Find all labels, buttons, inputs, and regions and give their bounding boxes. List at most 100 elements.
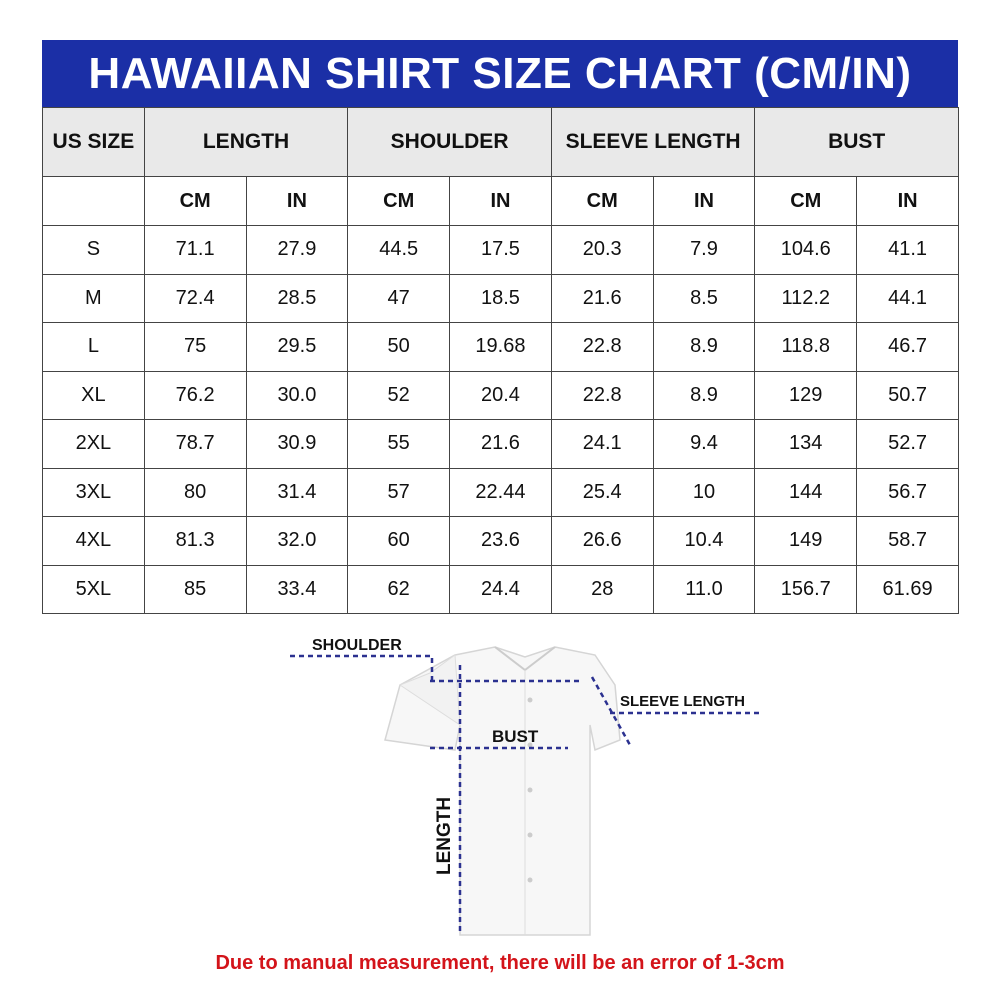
value-cell: 19.68 — [449, 322, 552, 372]
value-cell: 27.9 — [245, 225, 349, 275]
value-cell: 57 — [347, 467, 451, 517]
table-row: 4XL 81.3 32.0 60 23.6 26.6 10.4 149 58.7 — [42, 516, 959, 566]
table-row: S 71.1 27.9 44.5 17.5 20.3 7.9 104.6 41.1 — [42, 225, 959, 275]
unit-header: IN — [449, 176, 552, 226]
value-cell: 25.4 — [550, 467, 654, 517]
value-cell: 104.6 — [754, 225, 858, 275]
chart-title: HAWAIIAN SHIRT SIZE CHART (CM/IN) — [42, 40, 958, 107]
value-cell: 21.6 — [449, 419, 552, 469]
value-cell: 28 — [550, 564, 654, 614]
value-cell: 29.5 — [245, 322, 349, 372]
value-cell: 61.69 — [856, 564, 959, 614]
value-cell: 22.8 — [550, 370, 654, 420]
unit-header: CM — [754, 176, 858, 226]
size-table: US SIZE LENGTH SHOULDER SLEEVE LENGTH BU… — [42, 107, 959, 614]
value-cell: 8.9 — [652, 370, 756, 420]
measurement-note: Due to manual measurement, there will be… — [215, 952, 785, 974]
header-sleeve-length: SLEEVE LENGTH — [550, 107, 756, 177]
size-cell: S — [42, 225, 145, 275]
value-cell: 149 — [754, 516, 858, 566]
value-cell: 52.7 — [856, 419, 959, 469]
value-cell: 44.1 — [856, 273, 959, 323]
table-row: 2XL 78.7 30.9 55 21.6 24.1 9.4 134 52.7 — [42, 419, 959, 469]
size-cell: 2XL — [42, 419, 145, 469]
value-cell: 22.8 — [550, 322, 654, 372]
value-cell: 24.1 — [550, 419, 654, 469]
size-cell: M — [42, 273, 145, 323]
value-cell: 112.2 — [754, 273, 858, 323]
value-cell: 62 — [347, 564, 451, 614]
value-cell: 71.1 — [143, 225, 247, 275]
size-cell: XL — [42, 370, 145, 420]
value-cell: 85 — [143, 564, 247, 614]
unit-row: CM IN CM IN CM IN CM IN — [42, 176, 959, 226]
value-cell: 47 — [347, 273, 451, 323]
unit-header: CM — [550, 176, 654, 226]
table-row: L 75 29.5 50 19.68 22.8 8.9 118.8 46.7 — [42, 322, 959, 372]
value-cell: 10 — [652, 467, 756, 517]
value-cell: 50.7 — [856, 370, 959, 420]
header-bust: BUST — [754, 107, 959, 177]
value-cell: 44.5 — [347, 225, 451, 275]
size-cell: 4XL — [42, 516, 145, 566]
value-cell: 75 — [143, 322, 247, 372]
value-cell: 30.9 — [245, 419, 349, 469]
value-cell: 80 — [143, 467, 247, 517]
value-cell: 22.44 — [449, 467, 552, 517]
measure-lines — [290, 654, 760, 935]
label-shoulder: SHOULDER — [312, 637, 402, 654]
value-cell: 55 — [347, 419, 451, 469]
value-cell: 134 — [754, 419, 858, 469]
label-bust: BUST — [492, 727, 539, 746]
value-cell: 26.6 — [550, 516, 654, 566]
header-row: US SIZE LENGTH SHOULDER SLEEVE LENGTH BU… — [42, 107, 959, 177]
value-cell: 9.4 — [652, 419, 756, 469]
value-cell: 60 — [347, 516, 451, 566]
value-cell: 31.4 — [245, 467, 349, 517]
unit-header: CM — [143, 176, 247, 226]
header-length: LENGTH — [143, 107, 349, 177]
header-us-size: US SIZE — [42, 107, 145, 177]
size-cell: 3XL — [42, 467, 145, 517]
value-cell: 50 — [347, 322, 451, 372]
value-cell: 56.7 — [856, 467, 959, 517]
header-shoulder: SHOULDER — [347, 107, 552, 177]
value-cell: 7.9 — [652, 225, 756, 275]
unit-header: IN — [856, 176, 959, 226]
value-cell: 8.5 — [652, 273, 756, 323]
shirt-diagram: SHOULDER SLEEVE LENGTH BUST LENGTH — [290, 637, 760, 936]
label-sleeve-length: SLEEVE LENGTH — [620, 693, 745, 710]
shirt-illustration — [384, 646, 621, 936]
value-cell: 24.4 — [449, 564, 552, 614]
value-cell: 41.1 — [856, 225, 959, 275]
value-cell: 23.6 — [449, 516, 552, 566]
value-cell: 129 — [754, 370, 858, 420]
value-cell: 17.5 — [449, 225, 552, 275]
unit-header: CM — [347, 176, 451, 226]
value-cell: 144 — [754, 467, 858, 517]
label-length: LENGTH — [434, 797, 455, 875]
table-row: 3XL 80 31.4 57 22.44 25.4 10 144 56.7 — [42, 467, 959, 517]
value-cell: 52 — [347, 370, 451, 420]
table-row: 5XL 85 33.4 62 24.4 28 11.0 156.7 61.69 — [42, 564, 959, 614]
value-cell: 18.5 — [449, 273, 552, 323]
value-cell: 20.4 — [449, 370, 552, 420]
value-cell: 118.8 — [754, 322, 858, 372]
unit-blank — [42, 176, 145, 226]
value-cell: 20.3 — [550, 225, 654, 275]
value-cell: 81.3 — [143, 516, 247, 566]
table-row: M 72.4 28.5 47 18.5 21.6 8.5 112.2 44.1 — [42, 273, 959, 323]
value-cell: 11.0 — [652, 564, 756, 614]
value-cell: 28.5 — [245, 273, 349, 323]
unit-header: IN — [652, 176, 756, 226]
value-cell: 58.7 — [856, 516, 959, 566]
value-cell: 10.4 — [652, 516, 756, 566]
size-cell: L — [42, 322, 145, 372]
value-cell: 156.7 — [754, 564, 858, 614]
value-cell: 76.2 — [143, 370, 247, 420]
value-cell: 30.0 — [245, 370, 349, 420]
value-cell: 46.7 — [856, 322, 959, 372]
unit-header: IN — [245, 176, 349, 226]
value-cell: 33.4 — [245, 564, 349, 614]
table-row: XL 76.2 30.0 52 20.4 22.8 8.9 129 50.7 — [42, 370, 959, 420]
